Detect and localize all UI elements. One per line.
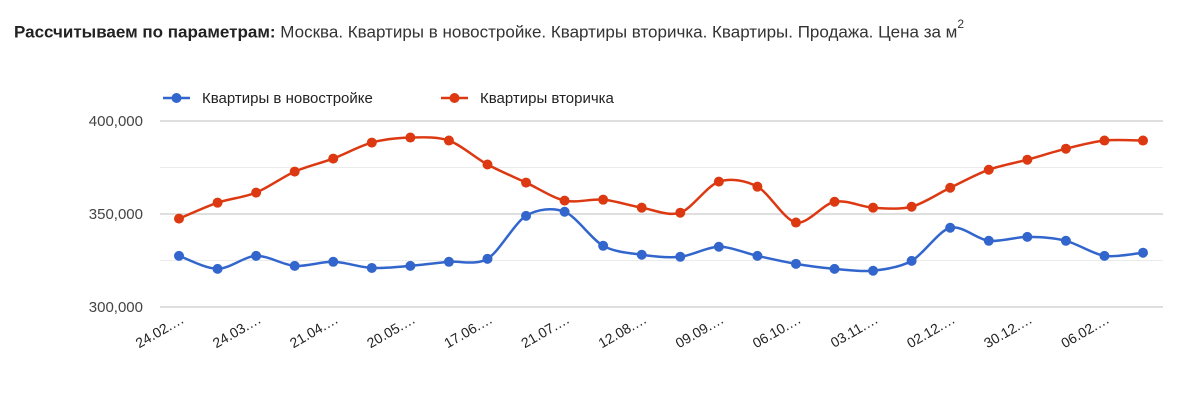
data-point[interactable] bbox=[636, 249, 647, 260]
legend: Квартиры в новостройке Квартиры вторичка bbox=[163, 90, 615, 107]
data-point[interactable] bbox=[713, 241, 724, 252]
grid-lines bbox=[160, 120, 1163, 308]
x-tick-label: 21.04.… bbox=[287, 311, 341, 351]
data-point[interactable] bbox=[328, 153, 339, 164]
data-point[interactable] bbox=[868, 202, 879, 213]
data-point[interactable] bbox=[405, 132, 416, 143]
data-point[interactable] bbox=[598, 240, 609, 251]
series-new-buildings bbox=[174, 206, 1148, 276]
legend-label: Квартиры в новостройке bbox=[202, 90, 373, 107]
data-point[interactable] bbox=[366, 262, 377, 273]
data-point[interactable] bbox=[752, 250, 763, 261]
x-tick-label: 06.02.… bbox=[1058, 311, 1112, 351]
data-point[interactable] bbox=[366, 137, 377, 148]
y-tick-label: 300,000 bbox=[89, 299, 143, 316]
data-point[interactable] bbox=[482, 159, 493, 170]
data-point[interactable] bbox=[868, 265, 879, 276]
data-point[interactable] bbox=[1060, 235, 1071, 246]
x-tick-label: 09.09.… bbox=[672, 311, 726, 351]
x-tick-label: 21.07.… bbox=[518, 311, 572, 351]
data-point[interactable] bbox=[983, 164, 994, 175]
data-point[interactable] bbox=[713, 176, 724, 187]
data-point[interactable] bbox=[1060, 143, 1071, 154]
data-point[interactable] bbox=[289, 260, 300, 271]
data-point[interactable] bbox=[559, 206, 570, 217]
x-tick-label: 30.12.… bbox=[981, 311, 1035, 351]
legend-item-new-buildings[interactable]: Квартиры в новостройке bbox=[163, 90, 373, 107]
x-tick-label: 20.05.… bbox=[364, 311, 418, 351]
y-axis: 300,000 350,000 400,000 bbox=[89, 113, 143, 316]
data-point[interactable] bbox=[174, 250, 184, 261]
series-line bbox=[178, 207, 1144, 273]
title-params: Москва. Квартиры в новостройке. Квартиры… bbox=[275, 22, 958, 42]
data-point[interactable] bbox=[906, 201, 917, 212]
data-point[interactable] bbox=[405, 260, 416, 271]
data-point[interactable] bbox=[945, 222, 956, 233]
series-lines bbox=[174, 132, 1148, 276]
legend-marker-icon bbox=[171, 93, 182, 103]
title-bold: Рассчитываем по параметрам: bbox=[14, 22, 276, 42]
data-point[interactable] bbox=[559, 195, 570, 206]
data-point[interactable] bbox=[945, 182, 956, 193]
data-point[interactable] bbox=[1138, 135, 1148, 146]
x-tick-label: 02.12.… bbox=[904, 311, 958, 351]
y-tick-label: 400,000 bbox=[89, 113, 143, 130]
data-point[interactable] bbox=[790, 217, 801, 228]
chart-title: Рассчитываем по параметрам: Москва. Квар… bbox=[14, 17, 965, 43]
data-point[interactable] bbox=[1022, 231, 1033, 242]
data-point[interactable] bbox=[328, 256, 339, 267]
data-point[interactable] bbox=[752, 181, 763, 192]
data-point[interactable] bbox=[521, 177, 532, 188]
x-tick-label: 24.02.… bbox=[133, 311, 187, 351]
y-tick-label: 350,000 bbox=[89, 206, 143, 223]
x-axis: 24.02.… 24.03.… 21.04.… 20.05.… 17.06.… 21.07… bbox=[133, 311, 1112, 351]
x-tick-label: 03.11.… bbox=[828, 311, 881, 351]
data-point[interactable] bbox=[636, 202, 647, 213]
legend-item-secondary[interactable]: Квартиры вторичка bbox=[441, 90, 615, 107]
series-secondary bbox=[174, 132, 1148, 228]
data-point[interactable] bbox=[443, 256, 454, 267]
data-point[interactable] bbox=[598, 194, 609, 205]
data-point[interactable] bbox=[675, 207, 686, 218]
x-tick-label: 06.10.… bbox=[750, 311, 804, 351]
legend-label: Квартиры вторичка bbox=[480, 90, 615, 107]
data-point[interactable] bbox=[443, 135, 454, 146]
data-point[interactable] bbox=[829, 196, 840, 207]
data-point[interactable] bbox=[1022, 154, 1033, 165]
series-line bbox=[178, 136, 1144, 224]
data-point[interactable] bbox=[1099, 135, 1110, 146]
data-point[interactable] bbox=[1138, 247, 1148, 258]
data-point[interactable] bbox=[983, 235, 994, 246]
title-superscript: 2 bbox=[957, 17, 965, 31]
data-point[interactable] bbox=[906, 255, 917, 266]
data-point[interactable] bbox=[174, 213, 184, 224]
x-tick-label: 17.06.… bbox=[441, 311, 495, 351]
data-point[interactable] bbox=[675, 251, 686, 262]
data-point[interactable] bbox=[212, 263, 223, 274]
data-point[interactable] bbox=[829, 263, 840, 274]
data-point[interactable] bbox=[212, 197, 223, 208]
data-point[interactable] bbox=[251, 250, 262, 261]
data-point[interactable] bbox=[251, 187, 262, 198]
x-tick-label: 24.03.… bbox=[210, 311, 264, 351]
data-point[interactable] bbox=[521, 210, 532, 221]
x-tick-label: 12.08.… bbox=[595, 311, 649, 351]
data-point[interactable] bbox=[289, 166, 300, 177]
data-point[interactable] bbox=[790, 258, 801, 269]
data-point[interactable] bbox=[1099, 250, 1110, 261]
legend-marker-icon bbox=[449, 93, 460, 103]
data-point[interactable] bbox=[482, 253, 493, 264]
